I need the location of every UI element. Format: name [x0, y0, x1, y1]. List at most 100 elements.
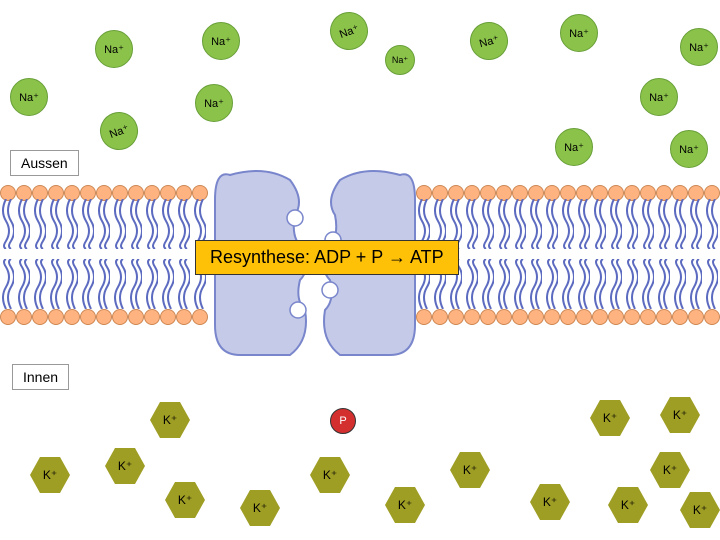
lipid-tail [560, 199, 576, 249]
lipid-head [704, 309, 720, 325]
lipid-tail [128, 199, 144, 249]
lipid-head [64, 309, 80, 325]
lipid-tail [16, 199, 32, 249]
lipid-tail [592, 259, 608, 309]
lipid-head [640, 309, 656, 325]
sodium-ion: Na⁺ [466, 18, 513, 65]
lipid-tail [608, 259, 624, 309]
lipid-tail [96, 199, 112, 249]
lipid-head [560, 309, 576, 325]
lipid-tail [112, 199, 128, 249]
lipid-tail [528, 259, 544, 309]
lipid-tail [512, 259, 528, 309]
lipid-tail [96, 259, 112, 309]
lipid-tail [480, 199, 496, 249]
lipid-tail [0, 199, 16, 249]
lipid-tail [576, 259, 592, 309]
lipid-head [608, 309, 624, 325]
lipid-tail [160, 259, 176, 309]
potassium-ion: K⁺ [385, 485, 425, 525]
sodium-ion: Na⁺ [95, 107, 144, 156]
potassium-ion: K⁺ [660, 395, 700, 435]
lipid-tail [0, 259, 16, 309]
sodium-ion: Na⁺ [680, 28, 718, 66]
lipid-head [544, 309, 560, 325]
potassium-ion: K⁺ [590, 398, 630, 438]
lipid-tail [16, 259, 32, 309]
lipid-head [96, 309, 112, 325]
potassium-ion: K⁺ [530, 482, 570, 522]
lipid-head [144, 309, 160, 325]
label-innen: Innen [12, 364, 69, 390]
lipid-tail [144, 259, 160, 309]
lipid-tail [464, 199, 480, 249]
lipid-head [0, 309, 16, 325]
lipid-tail [624, 199, 640, 249]
potassium-ion: K⁺ [310, 455, 350, 495]
lipid-tail [512, 199, 528, 249]
lipid-head [656, 309, 672, 325]
lipid-tail [160, 199, 176, 249]
lipid-head [448, 309, 464, 325]
lipid-tail [32, 259, 48, 309]
lipid-tail [32, 199, 48, 249]
lipid-head [32, 309, 48, 325]
lipid-head [512, 309, 528, 325]
potassium-ion: K⁺ [165, 480, 205, 520]
lipid-head [48, 309, 64, 325]
lipid-tail [544, 259, 560, 309]
lipid-head [672, 309, 688, 325]
lipid-tail [672, 199, 688, 249]
potassium-ion: K⁺ [608, 485, 648, 525]
lipid-head [16, 309, 32, 325]
lipid-tail [672, 259, 688, 309]
sodium-ion: Na⁺ [560, 14, 598, 52]
lipid-head [464, 309, 480, 325]
lipid-tail [64, 199, 80, 249]
lipid-head [688, 309, 704, 325]
lipid-head [176, 309, 192, 325]
lipid-tail [144, 199, 160, 249]
sodium-ion: Na⁺ [202, 22, 240, 60]
lipid-tail [640, 259, 656, 309]
lipid-head [576, 309, 592, 325]
lipid-tail [704, 199, 720, 249]
lipid-tail [528, 199, 544, 249]
sodium-ion: Na⁺ [95, 30, 133, 68]
label-aussen: Aussen [10, 150, 79, 176]
lipid-tail [176, 259, 192, 309]
lipid-tail [80, 259, 96, 309]
sodium-ion: Na⁺ [325, 7, 374, 56]
lipid-tail [112, 259, 128, 309]
lipid-tail [496, 259, 512, 309]
lipid-head [624, 309, 640, 325]
lipid-tail [544, 199, 560, 249]
potassium-ion: K⁺ [680, 490, 720, 530]
lipid-tail [656, 259, 672, 309]
lipid-tail [576, 199, 592, 249]
lipid-tail [624, 259, 640, 309]
lipid-head [128, 309, 144, 325]
sodium-ion: Na⁺ [385, 45, 415, 75]
sodium-ion: Na⁺ [10, 78, 48, 116]
lipid-tail [640, 199, 656, 249]
lipid-head [592, 309, 608, 325]
phosphate-badge: P [330, 408, 356, 434]
lipid-tail [560, 259, 576, 309]
sodium-ion: Na⁺ [195, 84, 233, 122]
lipid-head [192, 309, 208, 325]
lipid-tail [608, 199, 624, 249]
lipid-tail [688, 199, 704, 249]
lipid-tail [64, 259, 80, 309]
lipid-tail [480, 259, 496, 309]
lipid-head [112, 309, 128, 325]
sodium-ion: Na⁺ [670, 130, 708, 168]
lipid-tail [464, 259, 480, 309]
sodium-ion: Na⁺ [640, 78, 678, 116]
potassium-ion: K⁺ [240, 488, 280, 528]
lipid-tail [688, 259, 704, 309]
lipid-tail [656, 199, 672, 249]
lipid-head [480, 309, 496, 325]
potassium-ion: K⁺ [450, 450, 490, 490]
lipid-head [528, 309, 544, 325]
